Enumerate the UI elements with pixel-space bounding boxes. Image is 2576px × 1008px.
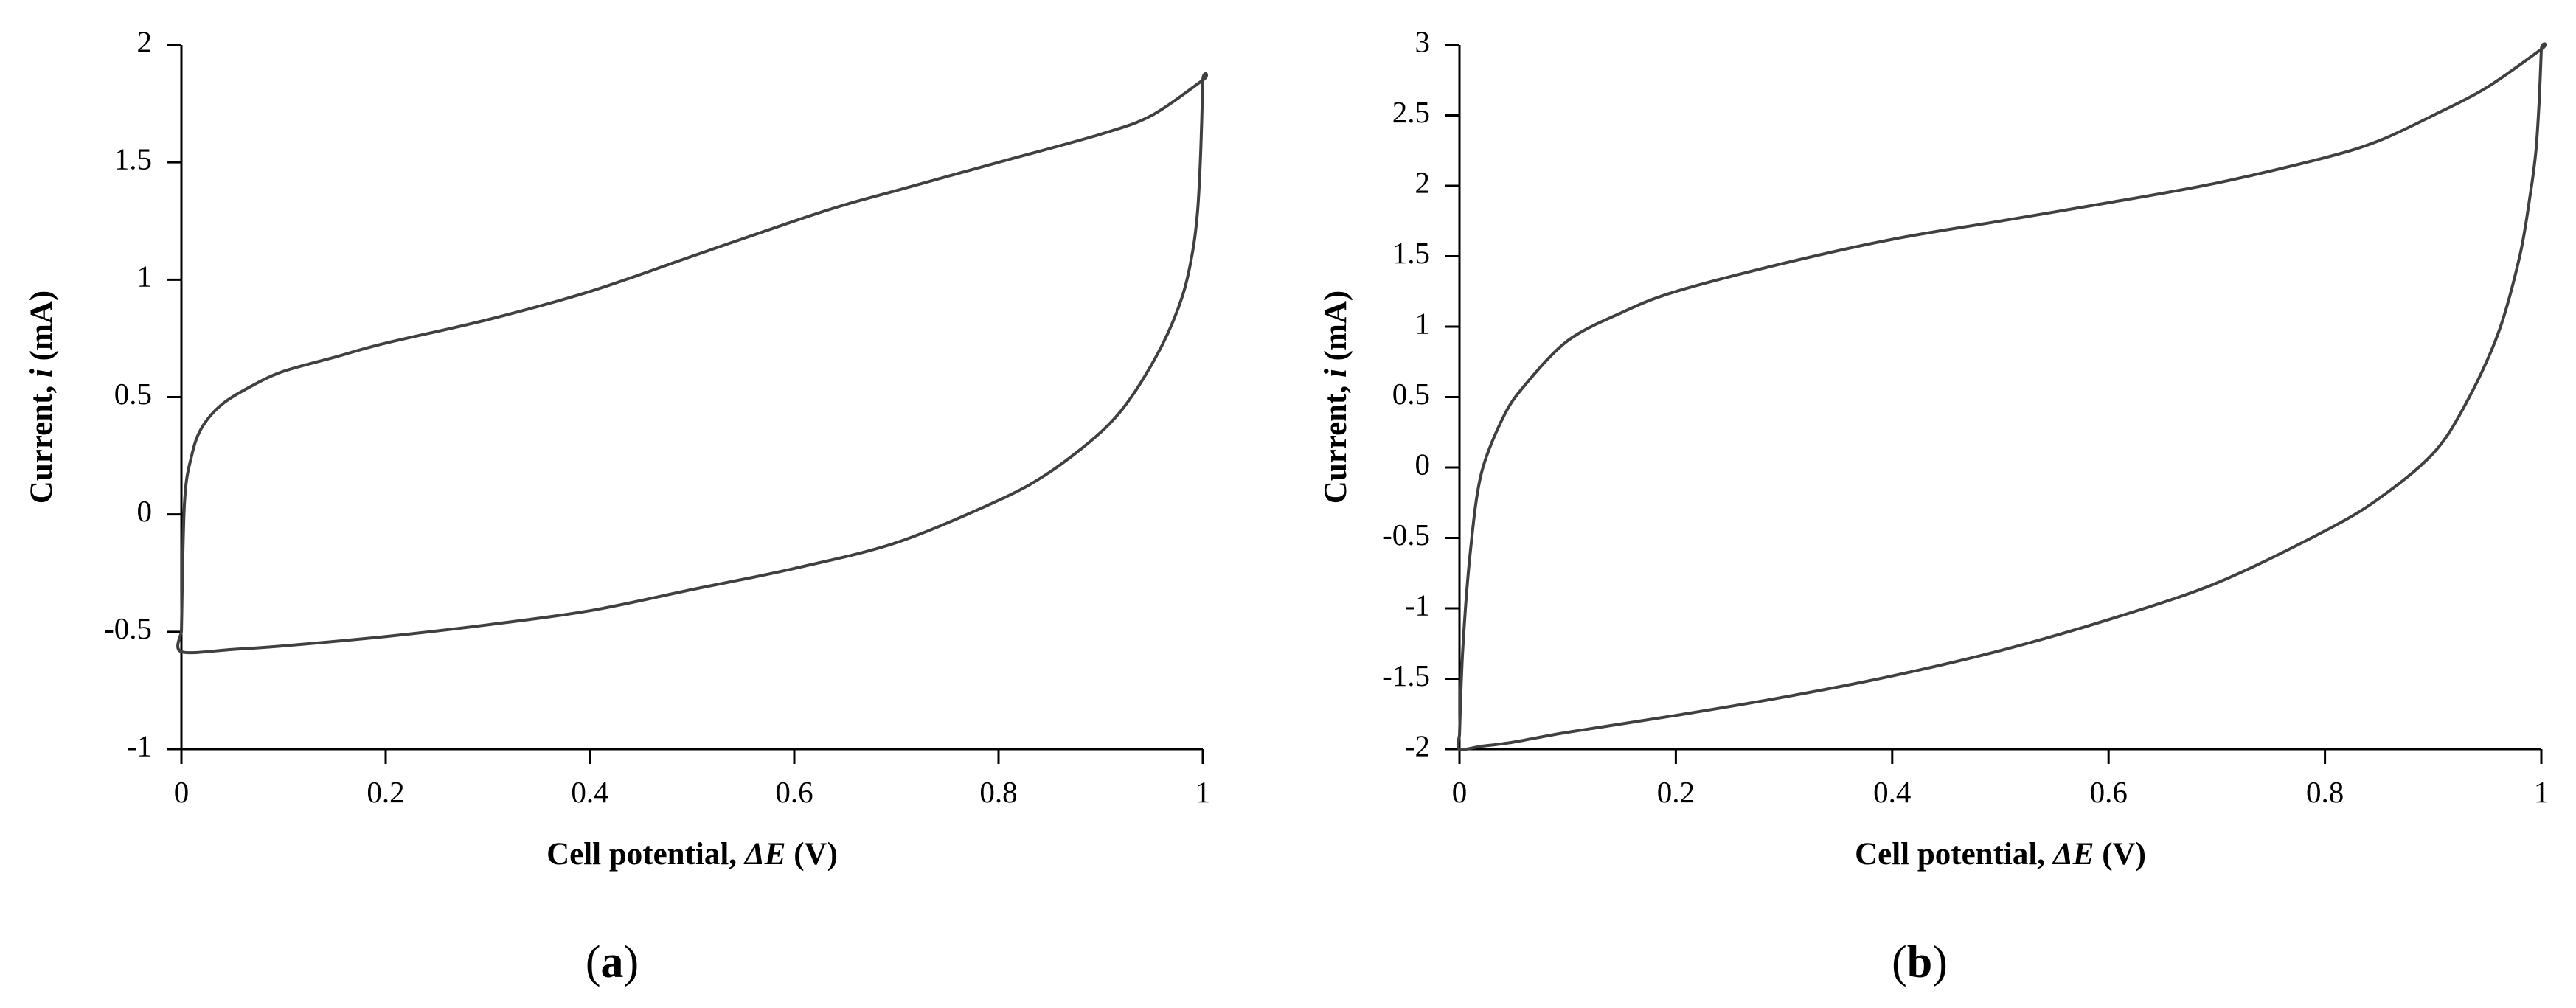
- chart-b: -2 -1.5 -1 -0.5 0 0.5 1 1.5 2 2.5 3 0 0.2 0.4 0.6 0.8 1 C…: [1319, 24, 2549, 987]
- y-axis-title: Current, i (mA): [24, 291, 59, 504]
- x-tick-label: 0.2: [1657, 775, 1695, 809]
- x-axis-title: Cell potential, ΔE (V): [1855, 837, 2146, 872]
- y-tick-label: -1: [1405, 588, 1430, 622]
- y-tick-label: 3: [1415, 24, 1431, 58]
- x-tick-label: 1: [2534, 775, 2549, 809]
- y-tick-label: 0: [1415, 447, 1431, 481]
- y-axis-title: Current, i (mA): [1319, 291, 1353, 504]
- y-tick-label: 1.5: [1392, 236, 1430, 270]
- x-tick-label: 0.4: [1873, 775, 1911, 809]
- cv-curve: [1456, 42, 2547, 751]
- x-tick-label: 0.8: [979, 775, 1017, 809]
- y-tick-label: -1.5: [1382, 658, 1430, 692]
- x-tick-label: 0: [174, 775, 190, 809]
- y-tick-label: 1: [137, 260, 153, 293]
- cv-curve: [176, 72, 1208, 655]
- x-tick-label: 0.6: [2090, 775, 2128, 809]
- panel-label: (a): [586, 937, 639, 987]
- y-tick-label: 1: [1415, 306, 1431, 340]
- y-tick-label: 2: [1415, 165, 1431, 199]
- panel-label: (b): [1892, 937, 1948, 987]
- x-tick-label: 0.2: [367, 775, 404, 809]
- y-tick-label: 2.5: [1392, 95, 1430, 129]
- x-tick-label: 0.6: [775, 775, 813, 809]
- y-tick-label: 0.5: [114, 377, 152, 411]
- x-tick-label: 0.4: [571, 775, 608, 809]
- y-tick-label: -0.5: [104, 611, 152, 645]
- x-tick-label: 0.8: [2306, 775, 2344, 809]
- x-tick-label: 0: [1452, 775, 1468, 809]
- y-tick-label: 0.5: [1392, 377, 1430, 411]
- y-tick-label: -2: [1405, 729, 1430, 762]
- x-axis-title: Cell potential, ΔE (V): [546, 837, 838, 872]
- y-tick-label: 2: [137, 24, 153, 58]
- x-tick-label: 1: [1195, 775, 1211, 809]
- y-tick-label: -0.5: [1382, 518, 1430, 552]
- y-tick-label: 0: [137, 494, 153, 528]
- y-tick-label: 1.5: [114, 142, 152, 176]
- chart-a: -1 -0.5 0 0.5 1 1.5 2 0 0.2 0.4 0.6 0.8 1 Cell potent…: [24, 24, 1210, 987]
- y-tick-label: -1: [127, 729, 152, 762]
